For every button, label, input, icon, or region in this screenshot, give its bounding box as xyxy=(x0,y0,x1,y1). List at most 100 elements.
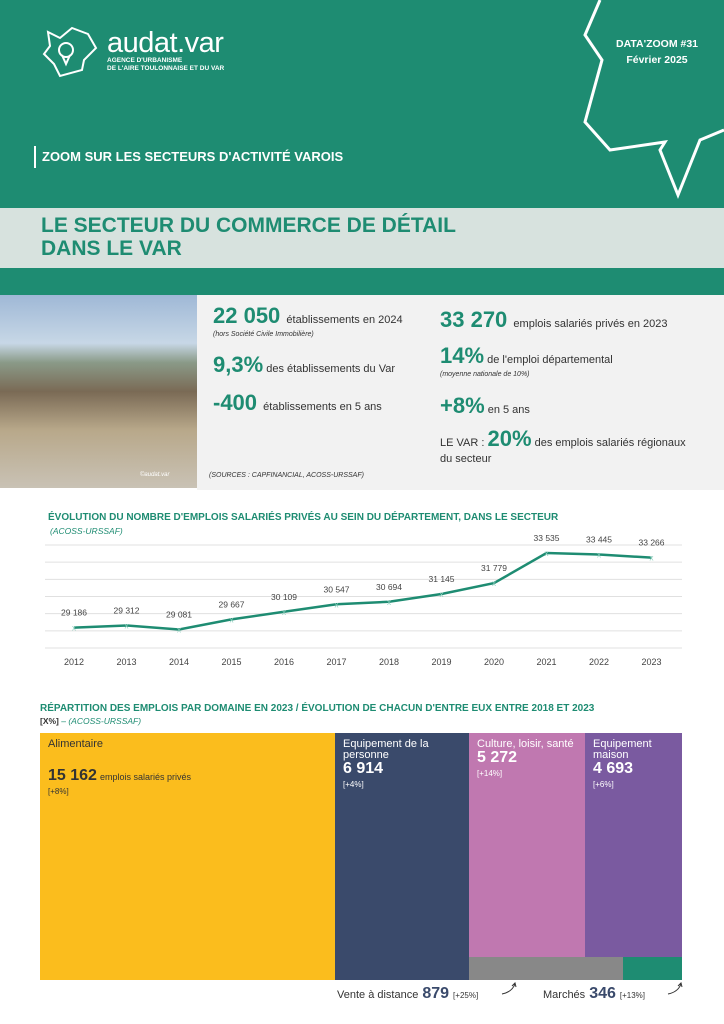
stat-prefix: LE VAR : xyxy=(440,437,485,449)
chart-title: ÉVOLUTION DU NOMBRE D'EMPLOIS SALARIÉS P… xyxy=(48,512,559,523)
x-tick-label: 2014 xyxy=(169,657,189,667)
tile-equipement-maison: Equipement maison 4 693 [+6%] xyxy=(585,733,682,957)
treemap-source: – (ACOSS-URSSAF) xyxy=(58,716,142,726)
data-label: 29 667 xyxy=(219,599,245,609)
data-point: x xyxy=(597,551,601,560)
tile-evolution: [+6%] xyxy=(593,780,614,789)
stat-text: établissements en 5 ans xyxy=(263,401,382,413)
stat-text: emplois salariés privés en 2023 xyxy=(513,318,668,330)
stat-value: 33 270 xyxy=(440,307,508,332)
stat-share: 9,3% des établissements du Var xyxy=(213,352,395,378)
stat-text: établissements en 2024 xyxy=(286,314,403,326)
treemap-title: RÉPARTITION DES EMPLOIS PAR DOMAINE EN 2… xyxy=(40,703,595,714)
tile-unit: emplois salariés privés xyxy=(100,772,192,782)
chart-source: (ACOSS-URSSAF) xyxy=(50,526,123,536)
sources: (SOURCES : CAPFINANCIAL, ACOSS-URSSAF) xyxy=(209,472,364,479)
issue-info: DATA'ZOOM #31 Février 2025 xyxy=(612,36,702,68)
stat-value: 20% xyxy=(487,426,532,451)
label-value: 346 xyxy=(589,985,616,1002)
title-line-1: LE SECTEUR DU COMMERCE DE DÉTAIL xyxy=(41,214,456,237)
logo-icon xyxy=(42,26,98,78)
x-tick-label: 2023 xyxy=(641,657,661,667)
series-line xyxy=(73,551,652,631)
treemap-legend: [X%] xyxy=(40,716,59,726)
data-label: 30 109 xyxy=(271,592,297,602)
logo-name: audat.var xyxy=(107,27,224,59)
data-label: 31 145 xyxy=(429,574,455,584)
x-tick-label: 2016 xyxy=(274,657,294,667)
stat-value: 9,3% xyxy=(213,352,264,377)
x-tick-label: 2013 xyxy=(116,657,136,667)
stat-value: 14% xyxy=(440,343,485,368)
x-tick-label: 2021 xyxy=(536,657,556,667)
tile-value: 5 272 xyxy=(477,749,518,766)
tile-equipement-personne: Equipement de la personne 6 914 [+4%] xyxy=(335,733,469,980)
stat-text: de l'emploi départemental xyxy=(487,354,613,366)
data-point: x xyxy=(387,598,391,607)
stat-jobs: 33 270 emplois salariés privés en 2023 xyxy=(440,307,668,333)
x-tick-label: 2020 xyxy=(484,657,504,667)
tile-evolution: [+4%] xyxy=(343,780,364,789)
x-tick-label: 2022 xyxy=(589,657,609,667)
shopping-center-photo xyxy=(0,295,197,488)
logo-sub-2: DE L'AIRE TOULONNAISE ET DU VAR xyxy=(107,65,225,72)
issue-date: Février 2025 xyxy=(626,54,688,66)
data-point: x xyxy=(125,621,129,630)
data-label: 33 535 xyxy=(534,535,560,543)
issue-number: DATA'ZOOM #31 xyxy=(615,38,699,50)
section-label: ZOOM SUR LES SECTEURS D'ACTIVITÉ VAROIS xyxy=(34,146,343,168)
tile-culture-loisir-sante: Culture, loisir, santé 5 272 [+14%] xyxy=(469,733,585,957)
stat-text: en 5 ans xyxy=(487,404,530,416)
label-name: Marchés xyxy=(543,989,586,1001)
x-tick-label: 2017 xyxy=(326,657,346,667)
stat-text: des établissements du Var xyxy=(266,363,396,375)
label-evolution: [+13%] xyxy=(619,991,646,1000)
data-label: 29 186 xyxy=(61,608,87,618)
tile-value: 4 693 xyxy=(593,760,634,777)
tile-name: Culture, loisir, santé xyxy=(477,738,574,750)
tile-value: 15 162 xyxy=(48,767,97,784)
title-band xyxy=(0,208,724,268)
x-tick-label: 2015 xyxy=(221,657,241,667)
label-marches: Marchés 346 [+13%] xyxy=(543,985,645,1003)
data-label: 33 445 xyxy=(586,535,612,545)
tile-name: Equipement maison xyxy=(593,738,652,761)
data-label: 30 694 xyxy=(376,582,402,592)
data-point: x xyxy=(335,600,339,609)
title-line-2: DANS LE VAR xyxy=(41,237,182,260)
tile-alimentaire: Alimentaire 15 162 emplois salariés privé… xyxy=(40,733,335,980)
tile-vente-distance xyxy=(469,957,623,980)
stat-establishments: 22 050 établissements en 2024 (hors Socié… xyxy=(213,303,403,338)
data-point: x xyxy=(492,579,496,588)
treemap-subtitle: [X%] – (ACOSS-URSSAF) xyxy=(40,716,141,726)
data-point: x xyxy=(72,624,76,633)
tile-name: Alimentaire xyxy=(48,738,104,750)
tile-marches xyxy=(623,957,682,980)
line-chart: x 29 186 2012 x 29 312 2013 x 29 081 2014 x 29 667… xyxy=(45,535,682,667)
stat-value: +8% xyxy=(440,393,485,418)
arrow-icons xyxy=(501,982,683,995)
stat-note: (hors Société Civile Immobilière) xyxy=(213,331,314,338)
x-tick-label: 2012 xyxy=(64,657,84,667)
tile-name: Equipement de la personne xyxy=(343,738,429,761)
data-point: x xyxy=(177,625,181,634)
photo-credit: ©audat.var xyxy=(140,472,170,478)
data-point: x xyxy=(230,615,234,624)
label-evolution: [+25%] xyxy=(453,991,479,1000)
label-vente-distance: Vente à distance 879 [+25%] xyxy=(337,985,478,1003)
data-label: 30 547 xyxy=(324,584,350,594)
data-label: 29 312 xyxy=(114,605,140,615)
tile-evolution: [+8%] xyxy=(48,787,69,796)
label-value: 879 xyxy=(422,985,450,1002)
stat-value: 22 050 xyxy=(213,303,281,328)
tile-evolution: [+14%] xyxy=(477,769,503,778)
tile-value: 6 914 xyxy=(343,760,384,777)
page-title: LE SECTEUR DU COMMERCE DE DÉTAIL DANS LE … xyxy=(41,214,456,260)
logo-subtitle: AGENCE D'URBANISME DE L'AIRE TOULONNAISE … xyxy=(107,57,224,73)
data-point: x xyxy=(545,549,549,558)
key-figures: 22 050 établissements en 2024 (hors Socié… xyxy=(197,295,724,490)
data-label: 31 779 xyxy=(481,563,507,573)
speech-bubble-icon xyxy=(583,0,724,200)
data-point: x xyxy=(650,554,654,563)
stat-text: des emplois salariés régionaux xyxy=(534,437,686,449)
